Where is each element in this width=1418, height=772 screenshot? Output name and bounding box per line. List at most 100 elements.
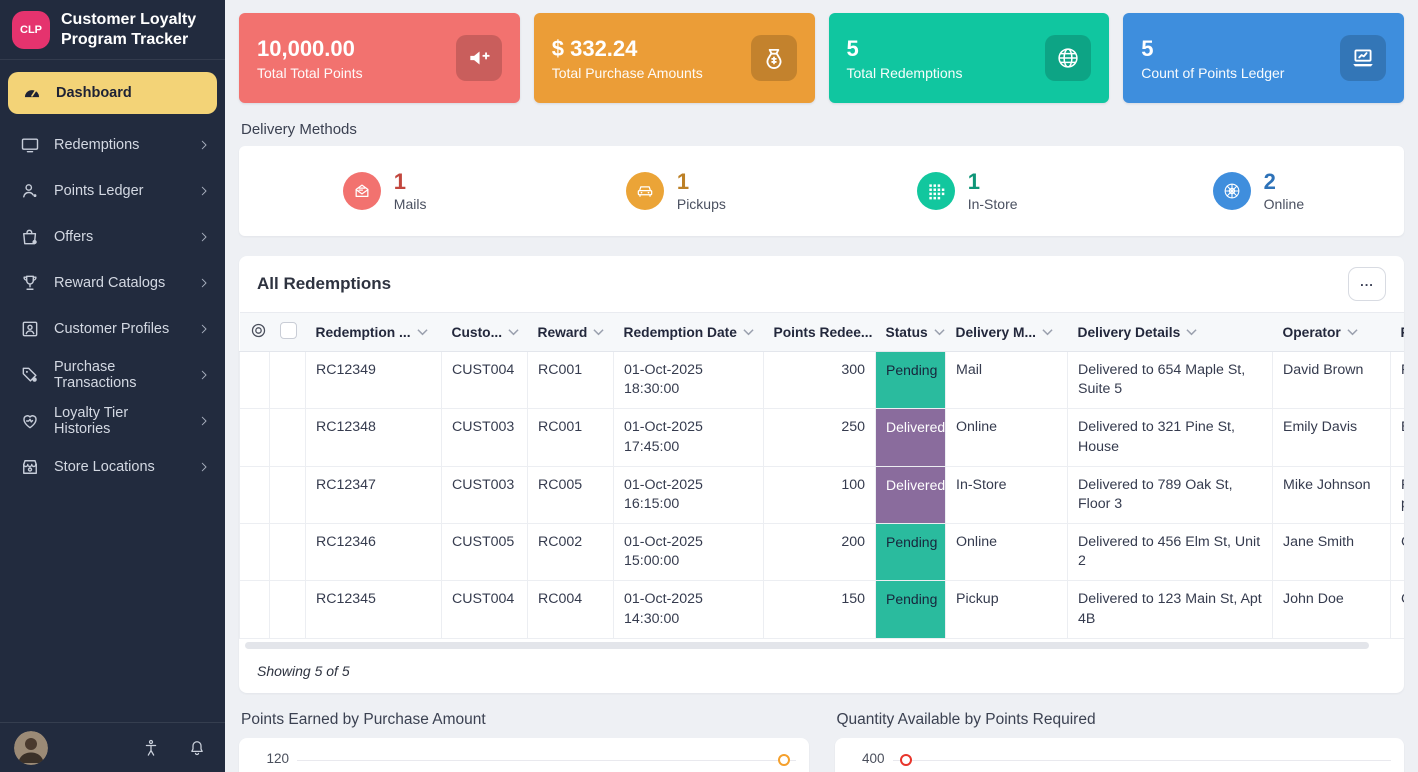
stat-card-total-redemptions[interactable]: 5 Total Redemptions [828, 13, 1110, 103]
chart-title: Points Earned by Purchase Amount [241, 710, 486, 728]
cell-delivery_method: In-Store [945, 465, 1068, 525]
column-header-date[interactable]: Redemption Date [613, 312, 764, 352]
cell-clipped-column: E [1390, 408, 1404, 467]
sidebar-item-offers[interactable]: Offers [0, 214, 225, 260]
chart-points-earned: Points Earned by Purchase Amount 1201008… [239, 711, 809, 772]
cell-points: 200 [763, 523, 876, 582]
sidebar-item-loyalty-tier-histories[interactable]: Loyalty Tier Histories [0, 398, 225, 444]
column-header-customer[interactable]: Custo... [441, 312, 528, 352]
sidebar-item-points-ledger[interactable]: Points Ledger [0, 168, 225, 214]
column-header-operator[interactable]: Operator [1272, 312, 1391, 352]
sidebar-item-customer-profiles[interactable]: Customer Profiles [0, 306, 225, 352]
sidebar-footer [0, 722, 225, 772]
stat-label: Total Redemptions [846, 64, 963, 81]
chevron-right-icon [197, 230, 211, 244]
delivery-method-in-store: 1 In-Store [916, 170, 1018, 212]
column-header-delivery_method[interactable]: Delivery M... [945, 312, 1068, 352]
chart-quantity-available: Quantity Available by Points Required 40… [834, 711, 1404, 772]
column-header-label: Redemption Date [623, 324, 737, 340]
column-header-label: Redemption ... [315, 324, 411, 340]
sidebar-item-purchase-transactions[interactable]: Purchase Transactions [0, 352, 225, 398]
sidebar-item-label: Dashboard [56, 85, 132, 101]
globe-icon [1045, 35, 1091, 81]
stat-icon-chip [1045, 35, 1092, 81]
delivery-method-pickups: 1 Pickups [625, 170, 726, 212]
row-focus-cell [239, 408, 270, 467]
sidebar-item-store-locations[interactable]: Store Locations [0, 444, 225, 490]
delivery-methods-card: 1 Mails 1 Pickups 1 In-Store 2 Online [239, 146, 1404, 236]
chevron-down-icon[interactable] [593, 328, 604, 336]
stat-card-total-total-points[interactable]: 10,000.00 Total Total Points [239, 13, 520, 103]
tags-icon [20, 365, 40, 385]
stat-card-total-purchase-amounts[interactable]: $ 332.24 Total Purchase Amounts [533, 13, 815, 103]
row-focus-cell [239, 350, 270, 410]
delivery-methods-title: Delivery Methods [241, 121, 357, 138]
chevron-down-icon[interactable] [934, 328, 945, 336]
cell-operator: Emily Davis [1272, 408, 1391, 467]
delivery-method-count: 1 [393, 168, 407, 194]
table-row[interactable]: RC12345 CUST004 RC004 01-Oct-2025 14:30:00 1… [239, 580, 1404, 639]
app-title: Customer Loyalty Program Tracker [61, 11, 197, 48]
car-icon [626, 172, 664, 210]
sidebar-item-dashboard[interactable]: Dashboard [8, 72, 217, 114]
chevron-down-icon[interactable] [508, 328, 519, 336]
row-checkbox-cell [269, 523, 306, 582]
cell-delivery_details: Delivered to 654 Maple St, Suite 5 [1067, 350, 1273, 410]
chevron-down-icon[interactable] [1347, 328, 1358, 336]
status-badge-cell: Pending [875, 350, 946, 410]
sidebar-item-reward-catalogs[interactable]: Reward Catalogs [0, 260, 225, 306]
chevron-down-icon[interactable] [1186, 328, 1197, 336]
column-header-delivery_details[interactable]: Delivery Details [1067, 312, 1273, 352]
table-row[interactable]: RC12346 CUST005 RC002 01-Oct-2025 15:00:00 2… [239, 523, 1404, 582]
cell-points: 250 [763, 408, 876, 467]
notifications-bell-icon[interactable] [187, 738, 207, 758]
stat-value: $ 332.24 [551, 35, 638, 61]
cell-date: 01-Oct-2025 14:30:00 [613, 580, 764, 639]
row-focus-target-icon[interactable] [250, 322, 267, 339]
cell-delivery_method: Online [945, 523, 1068, 582]
user-avatar[interactable] [14, 730, 48, 765]
stat-label: Total Total Points [257, 64, 363, 81]
cell-delivery_details: Delivered to 123 Main St, Apt 4B [1067, 580, 1273, 639]
column-header-clipped[interactable]: F [1390, 312, 1404, 352]
cell-delivery_method: Mail [945, 350, 1068, 410]
accessibility-icon[interactable] [141, 738, 161, 758]
gauge-icon [22, 83, 42, 103]
chevron-down-icon[interactable] [1042, 328, 1053, 336]
status-badge-cell: Delivered [875, 408, 946, 467]
cell-operator: Mike Johnson [1272, 465, 1391, 525]
stat-card-count-of-points-ledger[interactable]: 5 Count of Points Ledger [1123, 13, 1404, 103]
person-star-icon [20, 181, 40, 201]
horizontal-scrollbar[interactable] [242, 641, 1401, 650]
cell-points: 100 [763, 465, 876, 525]
status-badge-cell: Pending [875, 580, 946, 639]
chevron-right-icon [197, 138, 211, 152]
scatter-point[interactable] [899, 753, 912, 766]
sidebar-item-redemptions[interactable]: Redemptions [0, 122, 225, 168]
y-axis-tick-label: 120 [266, 750, 289, 766]
select-all-checkbox[interactable] [279, 322, 297, 339]
sidebar-item-label: Offers [54, 229, 94, 245]
column-header-reward[interactable]: Reward [527, 312, 614, 352]
scrollbar-thumb[interactable] [245, 641, 1370, 649]
chevron-right-icon [197, 368, 211, 382]
delivery-method-mails: 1 Mails [342, 168, 426, 212]
column-header-points[interactable]: Points Redee... [763, 312, 876, 352]
chevron-down-icon[interactable] [743, 328, 754, 336]
cell-delivery_method: Online [945, 408, 1068, 467]
more-options-button[interactable]: ... [1348, 267, 1386, 301]
table-row[interactable]: RC12347 CUST003 RC005 01-Oct-2025 16:15:00 1… [239, 465, 1404, 525]
chevron-right-icon [197, 184, 211, 198]
table-row[interactable]: RC12349 CUST004 RC001 01-Oct-2025 18:30:00 3… [239, 350, 1404, 410]
column-header-label: Status [885, 324, 928, 340]
cell-reward: RC001 [527, 350, 614, 410]
column-header-label: Operator [1282, 324, 1341, 340]
scatter-point[interactable] [777, 753, 790, 766]
table-row[interactable]: RC12348 CUST003 RC001 01-Oct-2025 17:45:00 2… [239, 408, 1404, 467]
column-header-status[interactable]: Status [875, 312, 946, 352]
column-header-redemption_id[interactable]: Redemption ... [305, 312, 442, 352]
status-badge-cell: Pending [875, 523, 946, 582]
stat-icon-chip [1340, 35, 1386, 81]
chevron-down-icon[interactable] [416, 328, 428, 336]
